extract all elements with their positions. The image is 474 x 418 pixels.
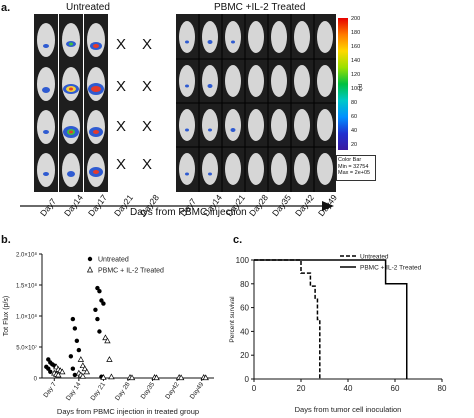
x-tick-label: 40 bbox=[344, 384, 353, 393]
x-tick-label: Day 7 bbox=[42, 381, 58, 399]
data-point-treated bbox=[100, 374, 107, 380]
data-point-treated bbox=[106, 356, 113, 362]
legend-label-treated: PBMC + IL-2 Treated bbox=[360, 265, 422, 272]
color-tick-200: 200 bbox=[351, 16, 361, 22]
data-point-untreated bbox=[95, 316, 100, 322]
x-mark-untreated-day28-row1: X bbox=[142, 36, 153, 53]
data-point-untreated bbox=[74, 338, 80, 343]
color-bar-info-box: Color Bar Min = 32754 Max = 2e+05 bbox=[336, 155, 376, 181]
y-axis-title: Percent survival bbox=[229, 296, 236, 343]
legend-marker-untreated bbox=[87, 256, 93, 262]
data-point-untreated bbox=[70, 366, 76, 371]
color-tick-80: 80 bbox=[351, 100, 358, 106]
y-tick-label: 60 bbox=[240, 304, 249, 313]
color-tick-140: 140 bbox=[351, 58, 361, 64]
data-point-treated bbox=[59, 368, 66, 375]
data-point-treated bbox=[108, 373, 115, 380]
data-point-treated bbox=[104, 337, 111, 344]
panel-b-label: b. bbox=[1, 234, 11, 246]
y-tick-label: 5.0×10⁷ bbox=[16, 345, 37, 352]
y-tick-label: 100 bbox=[236, 256, 250, 265]
x-mark-untreated-day28-row3: X bbox=[142, 118, 153, 135]
data-point-treated bbox=[153, 374, 160, 381]
data-point-untreated bbox=[68, 354, 74, 359]
untreated-mouse-images bbox=[37, 23, 105, 187]
survival-line-untreated bbox=[254, 259, 321, 379]
x-tick-label: 20 bbox=[297, 384, 306, 393]
data-point-treated bbox=[177, 374, 185, 381]
data-point-treated bbox=[128, 374, 136, 381]
panel-c-label: c. bbox=[233, 234, 243, 246]
y-tick-label: 80 bbox=[240, 280, 249, 289]
time-arrow bbox=[20, 201, 334, 211]
legend-label-treated: PBMC + IL-2 Treated bbox=[98, 268, 164, 275]
data-point-treated bbox=[202, 374, 209, 381]
panel-a-label: a. bbox=[1, 2, 11, 14]
color-tick-100: 100 bbox=[351, 86, 361, 92]
data-point-treated bbox=[55, 371, 62, 378]
data-point-treated bbox=[79, 362, 87, 369]
color-tick-160: 160 bbox=[351, 44, 361, 50]
x-mark-untreated-day21-row3: X bbox=[116, 118, 127, 135]
x-axis-title: Days from tumor cell inoculation bbox=[295, 405, 402, 414]
x-tick-label: Day49 bbox=[189, 381, 206, 401]
x-mark-untreated-day21-row2: X bbox=[116, 78, 127, 95]
data-point-untreated bbox=[97, 289, 102, 294]
color-tick-180: 180 bbox=[351, 30, 361, 36]
data-point-untreated bbox=[101, 301, 106, 306]
data-point-treated bbox=[79, 372, 87, 379]
data-point-untreated bbox=[72, 372, 78, 378]
legend-label-untreated: Untreated bbox=[360, 254, 389, 261]
x-tick-label: Day 14 bbox=[65, 381, 83, 402]
x-mark-untreated-day28-row4: X bbox=[142, 156, 153, 173]
data-point-untreated bbox=[72, 326, 78, 331]
y-tick-label: 20 bbox=[240, 351, 249, 360]
flux-scatter-chart: 0 5.0×10⁷ 1.0×10⁸ 1.5×10⁸ 2.0×10⁸ Day 7 Day 14… bbox=[3, 252, 214, 416]
y-tick-label: 1.0×10⁸ bbox=[16, 314, 38, 321]
panel-a-axis-label: Days from PBMC injection bbox=[130, 207, 247, 218]
x-tick-label: 80 bbox=[438, 384, 447, 393]
color-bar-min: Min = 32754 bbox=[338, 163, 369, 170]
y-tick-label: 0 bbox=[245, 375, 250, 384]
x-axis-title: Days from PBMC injection in treated grou… bbox=[57, 407, 199, 416]
color-bar-unit: p/s bbox=[357, 84, 363, 92]
data-point-treated bbox=[102, 334, 109, 341]
untreated-group-title: Untreated bbox=[66, 2, 110, 13]
data-point-treated bbox=[83, 368, 91, 375]
x-tick-label: Day35 bbox=[140, 381, 157, 401]
color-bar-box-title: Color Bar bbox=[338, 157, 362, 163]
survival-chart: 0 20 40 60 80 100 0 20 40 60 80 Percent survival Day… bbox=[229, 254, 447, 415]
color-scale-bar bbox=[338, 18, 348, 150]
x-tick-label: Day 28 bbox=[114, 381, 132, 402]
data-point-untreated bbox=[97, 329, 102, 334]
data-point-treated bbox=[77, 356, 85, 362]
treated-mouse-images bbox=[176, 14, 336, 192]
y-tick-label: 1.5×10⁸ bbox=[16, 283, 38, 290]
x-tick-label: 0 bbox=[252, 384, 257, 393]
x-mark-untreated-day21-row1: X bbox=[116, 36, 127, 53]
color-tick-60: 60 bbox=[351, 114, 358, 120]
x-tick-label: Day 21 bbox=[90, 381, 108, 402]
x-mark-untreated-day21-row4: X bbox=[116, 156, 127, 173]
y-tick-label: 40 bbox=[240, 327, 249, 336]
color-tick-40: 40 bbox=[351, 128, 358, 134]
treated-group-title: PBMC +IL-2 Treated bbox=[214, 2, 306, 13]
data-point-treated bbox=[81, 365, 89, 372]
y-tick-label: 0 bbox=[34, 377, 38, 383]
data-point-untreated bbox=[70, 316, 76, 322]
x-mark-untreated-day28-row2: X bbox=[142, 78, 153, 95]
data-point-untreated bbox=[93, 307, 98, 312]
color-tick-120: 120 bbox=[351, 72, 361, 78]
legend-marker-treated bbox=[86, 266, 94, 273]
legend-label-untreated: Untreated bbox=[98, 257, 129, 264]
y-tick-label: 2.0×10⁸ bbox=[16, 252, 38, 259]
data-point-untreated bbox=[76, 347, 82, 353]
y-axis-title: Tot Flux (p/s) bbox=[3, 296, 10, 336]
data-point-untreated bbox=[48, 369, 53, 374]
color-bar-max: Max = 2e+05 bbox=[338, 170, 371, 176]
color-tick-20: 20 bbox=[351, 142, 358, 148]
x-tick-label: Day42 bbox=[164, 381, 181, 401]
x-tick-label: 60 bbox=[391, 384, 400, 393]
survival-line-treated bbox=[254, 259, 408, 379]
